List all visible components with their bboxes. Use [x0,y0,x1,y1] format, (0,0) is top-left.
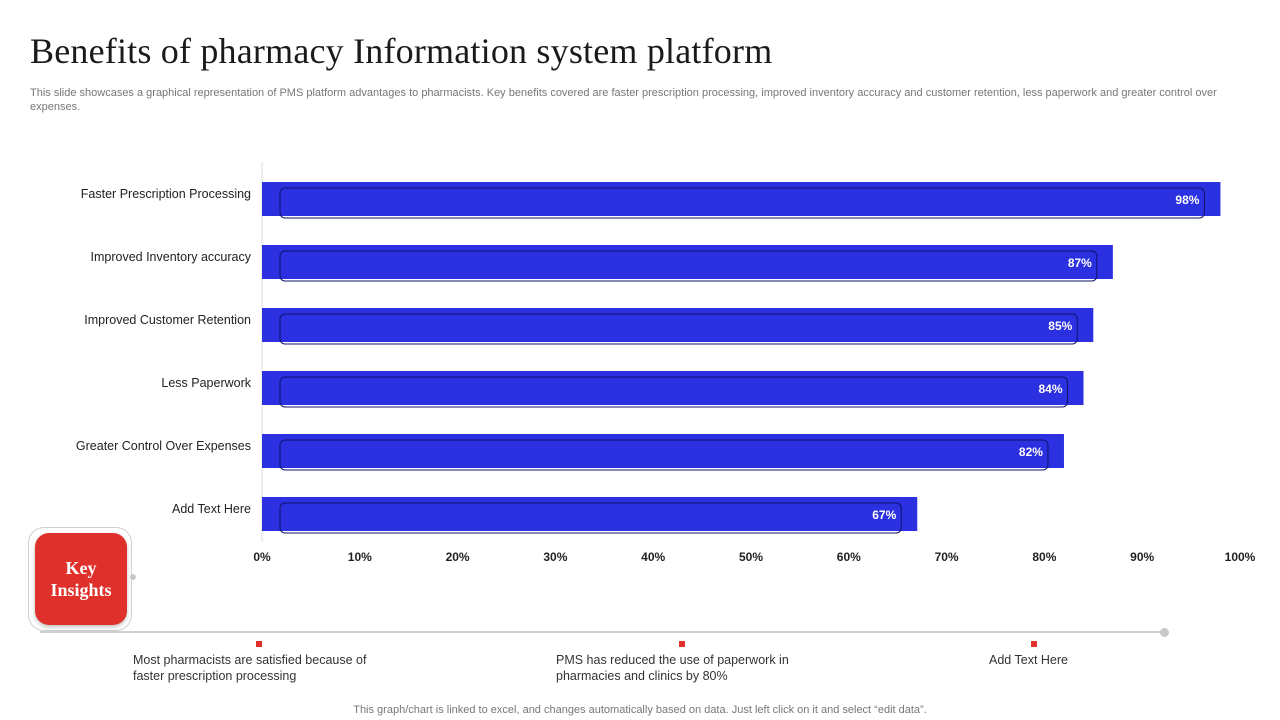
x-tick-label-4: 30% [543,550,567,564]
x-tick-label-3: 20% [446,550,470,564]
category-label-1: Faster Prescription Processing [81,187,251,201]
connector-dot [130,574,136,580]
page-title: Benefits of pharmacy Information system … [30,31,773,71]
insight-3-line1: Add Text Here [989,653,1068,667]
page-subtitle: This slide showcases a graphical represe… [30,87,1217,113]
data-label-4: 84% [1038,382,1062,396]
key-insights-label-line1: Key [65,558,97,578]
bar-6[interactable] [262,497,918,531]
bar-inner-outline-3 [279,313,1078,345]
bar-5[interactable] [262,434,1064,468]
insight-marker-2 [679,641,685,647]
insight-1-line1: Most pharmacists are satisfied because o… [133,653,367,667]
x-tick-label-9: 80% [1032,550,1056,564]
insight-text-1: Most pharmacists are satisfied because o… [133,652,403,684]
insight-marker-3 [1031,641,1037,647]
bar-chart[interactable]: 98% Faster Prescription Processing 87% Impr… [0,0,1280,580]
bar-inner-outline-1 [279,187,1205,219]
bar-inner-outline-6 [279,502,902,534]
bar-2[interactable] [262,245,1113,279]
category-label-3: Improved Customer Retention [84,313,251,327]
x-tick-label-2: 10% [348,550,372,564]
bar-3[interactable] [262,308,1094,342]
bar-inner-outline-2 [279,250,1098,282]
data-label-6: 67% [872,508,896,522]
category-label-6: Add Text Here [172,502,251,516]
insight-text-2: PMS has reduced the use of paperwork in … [556,652,826,684]
insight-marker-1 [256,641,262,647]
timeline-end-dot [1160,628,1169,637]
insight-1-line2: faster prescription processing [133,669,297,683]
x-tick-label-6: 50% [739,550,763,564]
footer-note: This graph/chart is linked to excel, and… [353,704,927,716]
category-label-4: Less Paperwork [161,376,251,390]
x-tick-label-11: 100% [1225,550,1256,564]
key-insights-label-line2: Insights [50,580,112,600]
data-label-1: 98% [1175,193,1199,207]
data-label-5: 82% [1019,445,1043,459]
x-tick-label-5: 40% [641,550,665,564]
x-tick-label-8: 70% [935,550,959,564]
data-label-2: 87% [1068,256,1092,270]
key-insights-badge: Key Insights [35,533,127,625]
category-label-5: Greater Control Over Expenses [76,439,251,453]
insight-text-3: Add Text Here [989,652,1189,668]
bar-inner-outline-4 [279,376,1069,408]
bar-4[interactable] [262,371,1084,405]
bar-inner-outline-5 [279,439,1049,471]
x-tick-label-1: 0% [253,550,271,564]
insight-2-line2: pharmacies and clinics by 80% [556,669,728,683]
bar-1[interactable] [262,182,1221,216]
insight-2-line1: PMS has reduced the use of paperwork in [556,653,789,667]
insights-timeline [40,631,1165,633]
category-label-2: Improved Inventory accuracy [91,250,252,264]
x-tick-label-7: 60% [837,550,861,564]
data-label-3: 85% [1048,319,1072,333]
x-tick-label-10: 90% [1130,550,1154,564]
